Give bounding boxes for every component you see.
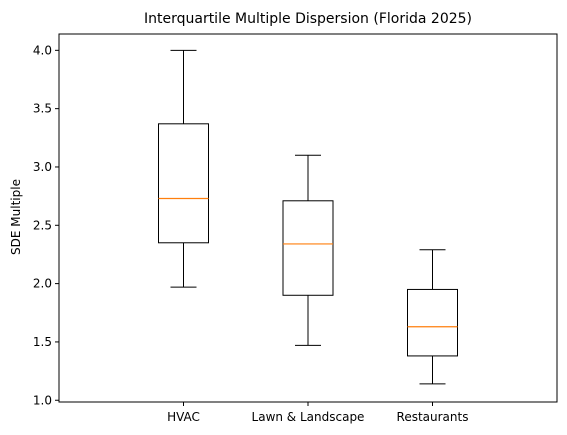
- y-tick-label: 2.5: [33, 218, 52, 232]
- y-tick-label: 3.5: [33, 102, 52, 116]
- x-tick-label: HVAC: [167, 410, 200, 424]
- y-tick-label: 1.5: [33, 335, 52, 349]
- iqr-box: [158, 123, 209, 244]
- y-tick-label: 1.0: [33, 393, 52, 407]
- chart-title: Interquartile Multiple Dispersion (Flori…: [144, 11, 472, 27]
- iqr-box: [407, 288, 458, 357]
- plot-area: 1.0 1.5 2.0 2.5 3.0 3.5 4.0 HVAC Lawn & Landscap…: [33, 33, 558, 424]
- x-tick-label: Lawn & Landscape: [252, 410, 365, 424]
- x-tick-label: Restaurants: [397, 410, 469, 424]
- y-axis-label: SDE Multiple: [9, 179, 23, 255]
- y-tick-label: 2.0: [33, 277, 52, 291]
- plot-frame: [58, 33, 558, 403]
- y-tick-label: 3.0: [33, 160, 52, 174]
- y-tick-label: 4.0: [33, 43, 52, 57]
- iqr-box: [282, 200, 334, 296]
